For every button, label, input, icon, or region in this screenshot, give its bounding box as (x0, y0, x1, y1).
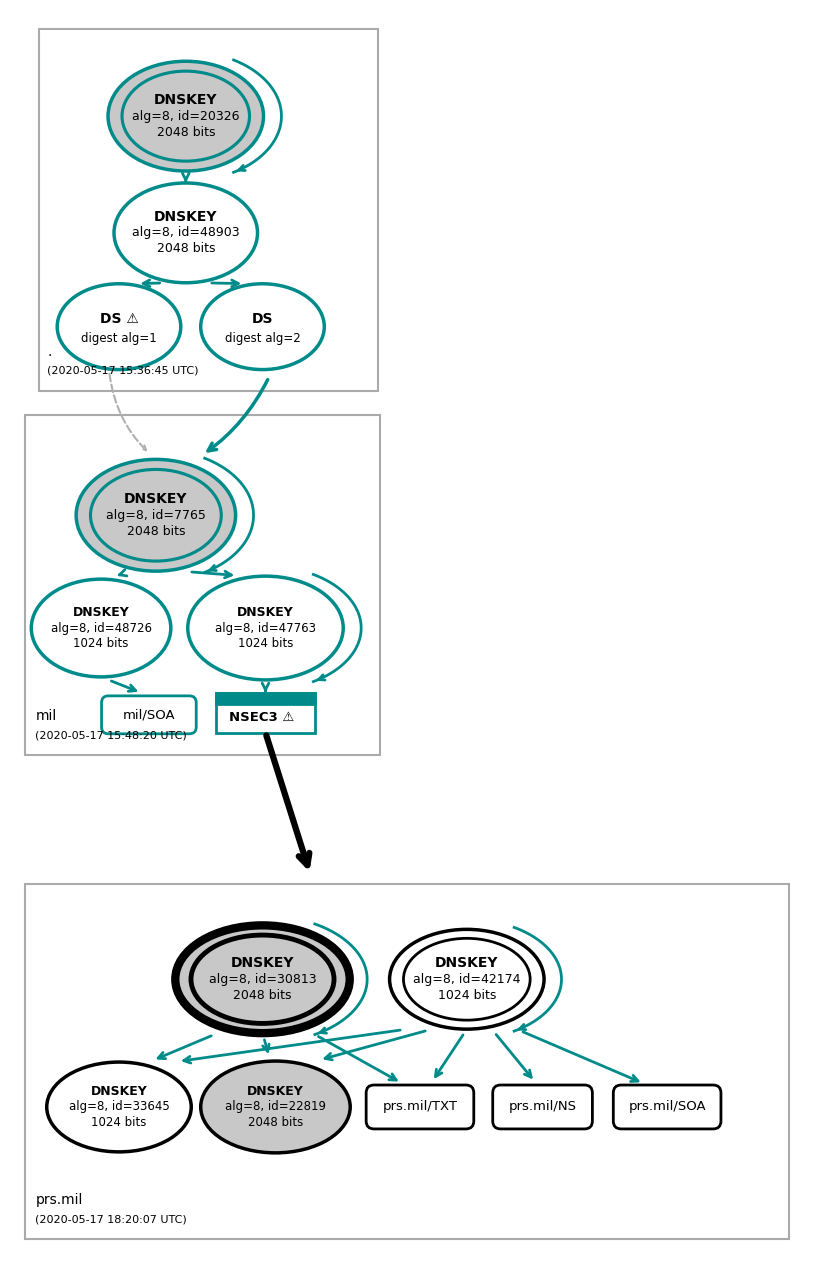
Text: digest alg=1: digest alg=1 (81, 333, 157, 345)
FancyBboxPatch shape (101, 696, 196, 734)
Ellipse shape (175, 926, 350, 1033)
Text: 2048 bits: 2048 bits (248, 1116, 303, 1129)
Text: 1024 bits: 1024 bits (438, 989, 496, 1002)
Bar (26, 415, 380, 754)
Text: DNSKEY: DNSKEY (237, 606, 294, 618)
Ellipse shape (188, 577, 343, 679)
Text: 1024 bits: 1024 bits (91, 1116, 146, 1129)
Text: 2048 bits: 2048 bits (127, 525, 185, 537)
Text: prs.mil/SOA: prs.mil/SOA (628, 1101, 706, 1114)
Text: (2020-05-17 18:20:07 UTC): (2020-05-17 18:20:07 UTC) (35, 1214, 187, 1224)
Ellipse shape (77, 460, 235, 572)
Text: 2048 bits: 2048 bits (156, 126, 215, 138)
Text: mil/SOA: mil/SOA (123, 709, 175, 721)
Text: DS: DS (252, 311, 273, 325)
Text: DNSKEY: DNSKEY (230, 956, 295, 970)
Text: prs.mil/TXT: prs.mil/TXT (383, 1101, 458, 1114)
Text: alg=8, id=20326: alg=8, id=20326 (132, 109, 239, 123)
FancyBboxPatch shape (613, 1085, 721, 1129)
Text: .: . (47, 344, 52, 358)
Bar (216, 693, 315, 733)
Text: (2020-05-17 15:48:20 UTC): (2020-05-17 15:48:20 UTC) (35, 730, 187, 740)
Text: mil: mil (35, 709, 57, 723)
Text: DS ⚠: DS ⚠ (100, 311, 138, 325)
Text: 1024 bits: 1024 bits (238, 638, 293, 650)
Text: prs.mil: prs.mil (35, 1193, 82, 1206)
Text: alg=8, id=42174: alg=8, id=42174 (413, 973, 521, 986)
Text: 1024 bits: 1024 bits (73, 638, 128, 650)
Text: DNSKEY: DNSKEY (154, 210, 217, 224)
Text: alg=8, id=33645: alg=8, id=33645 (68, 1101, 170, 1114)
Ellipse shape (31, 579, 171, 677)
FancyBboxPatch shape (366, 1085, 474, 1129)
Ellipse shape (47, 1062, 191, 1152)
Ellipse shape (108, 61, 263, 171)
Text: prs.mil/NS: prs.mil/NS (509, 1101, 577, 1114)
Text: alg=8, id=48726: alg=8, id=48726 (50, 621, 151, 635)
Ellipse shape (389, 930, 544, 1029)
Text: DNSKEY: DNSKEY (435, 956, 499, 970)
Text: alg=8, id=22819: alg=8, id=22819 (225, 1101, 326, 1114)
Bar (216, 693, 315, 704)
Text: DNSKEY: DNSKEY (72, 606, 129, 618)
Ellipse shape (201, 283, 324, 370)
Text: alg=8, id=47763: alg=8, id=47763 (215, 621, 316, 635)
Text: alg=8, id=48903: alg=8, id=48903 (132, 226, 239, 239)
Text: 2048 bits: 2048 bits (233, 989, 292, 1002)
Text: DNSKEY: DNSKEY (247, 1085, 304, 1097)
Text: digest alg=2: digest alg=2 (225, 333, 300, 345)
Bar (40, 29, 378, 391)
Text: NSEC3 ⚠: NSEC3 ⚠ (229, 711, 294, 724)
Text: alg=8, id=30813: alg=8, id=30813 (209, 973, 316, 986)
Bar (26, 884, 788, 1238)
Text: alg=8, id=7765: alg=8, id=7765 (106, 509, 206, 522)
FancyBboxPatch shape (493, 1085, 593, 1129)
Ellipse shape (201, 1060, 351, 1153)
Ellipse shape (114, 183, 258, 283)
Text: DNSKEY: DNSKEY (91, 1085, 147, 1097)
Text: DNSKEY: DNSKEY (124, 493, 188, 507)
Text: DNSKEY: DNSKEY (154, 93, 217, 107)
Ellipse shape (58, 283, 181, 370)
Text: 2048 bits: 2048 bits (156, 243, 215, 255)
Text: (2020-05-17 15:36:45 UTC): (2020-05-17 15:36:45 UTC) (47, 366, 198, 376)
